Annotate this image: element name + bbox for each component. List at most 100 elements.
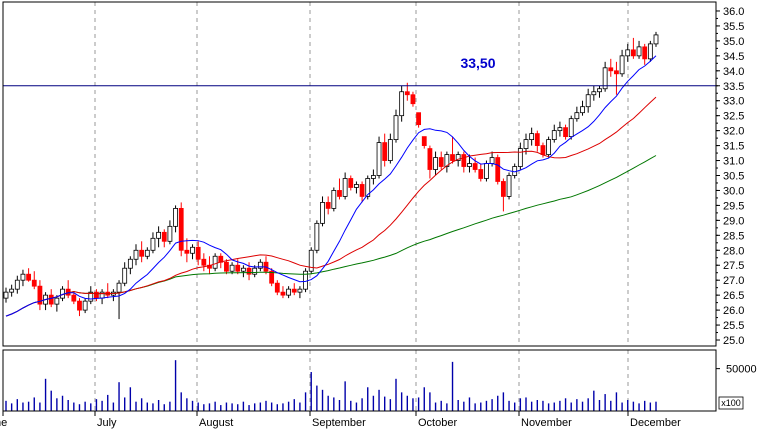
candle-body [82, 300, 88, 311]
candle-body [3, 291, 9, 299]
candle [625, 43, 631, 62]
candle-body [26, 273, 32, 281]
price-tick-label: 27.5 [723, 260, 744, 272]
price-tick-label: 35.5 [723, 21, 744, 33]
price-tick-label: 34.5 [723, 51, 744, 63]
candle-body [625, 49, 631, 57]
candle-body [597, 88, 602, 93]
candle-body [580, 106, 585, 114]
candle-body [563, 127, 568, 138]
candle-body [359, 184, 365, 197]
candle-body [286, 288, 292, 296]
candle [546, 136, 552, 158]
candle [416, 112, 422, 128]
candle [433, 151, 438, 176]
candle [444, 151, 450, 173]
candle-body [506, 175, 512, 197]
candle-body [235, 264, 241, 272]
candle [178, 202, 184, 257]
candle [382, 133, 388, 167]
candle-body [71, 294, 77, 302]
candle [354, 181, 359, 194]
candle [195, 241, 201, 266]
candle [653, 31, 659, 47]
candle [370, 169, 376, 185]
candle [212, 253, 218, 272]
grid-lines [94, 2, 629, 411]
candle-body [337, 190, 342, 197]
price-tick-label: 34.0 [723, 66, 744, 78]
candle-body [246, 267, 252, 275]
candle-body [348, 178, 354, 188]
candle [190, 244, 195, 260]
candle [127, 256, 133, 275]
candle [246, 262, 252, 281]
candle [506, 172, 512, 200]
candle [342, 172, 348, 200]
candle [387, 133, 393, 164]
price-tick-label: 28.0 [723, 245, 744, 257]
candle [602, 61, 608, 92]
candle [331, 187, 337, 212]
price-tick-label: 26.5 [723, 290, 744, 302]
candle-body [523, 139, 529, 149]
candle [116, 280, 122, 320]
candle [71, 292, 77, 305]
candle [161, 229, 167, 248]
candle-body [88, 291, 94, 302]
candle-body [161, 231, 167, 242]
candle-body [636, 46, 642, 57]
candle-body [438, 157, 444, 167]
candle-body [376, 142, 382, 176]
candle [563, 124, 568, 140]
candle-body [229, 264, 235, 272]
candle-body [602, 67, 608, 90]
month-label: July [97, 417, 117, 429]
candle-body [173, 207, 178, 227]
candle [608, 58, 614, 77]
candle-body [77, 300, 82, 311]
candle-body [574, 112, 580, 120]
candle [557, 121, 563, 137]
candle [156, 226, 162, 248]
month-label: ne [0, 417, 7, 429]
candle [308, 247, 314, 275]
candle-body [257, 261, 263, 269]
candle [517, 142, 523, 170]
candle-body [393, 115, 399, 140]
candle-body [540, 145, 546, 155]
candle [167, 220, 173, 245]
candle-body [212, 255, 218, 269]
candle-body [195, 246, 201, 260]
candle-body [619, 55, 625, 75]
candle [568, 115, 574, 140]
candle [291, 283, 297, 296]
candle-body [585, 94, 591, 108]
candle-body [478, 169, 484, 179]
candle [585, 88, 591, 113]
volume-tick-label: 50000 [726, 364, 757, 376]
candle-body [591, 91, 597, 96]
candle [500, 178, 506, 212]
candle [551, 124, 557, 143]
candle [54, 295, 60, 312]
candle [37, 280, 43, 311]
volume-unit-label: x100 [721, 398, 741, 408]
candle [359, 181, 365, 203]
month-axis: ne July August September October November Dece… [0, 411, 681, 429]
ma-short-line [5, 55, 657, 317]
candle [82, 298, 88, 314]
candle-body [184, 249, 190, 254]
candle [427, 145, 433, 179]
candle [376, 136, 382, 179]
candle-body [647, 43, 653, 60]
candle [472, 157, 478, 173]
candle [591, 85, 597, 101]
candle [173, 205, 178, 233]
candle-body [14, 279, 20, 290]
candle [184, 238, 190, 263]
price-tick-label: 25.0 [723, 335, 744, 347]
candle-body [568, 118, 574, 138]
candle [280, 286, 286, 299]
candle [77, 298, 82, 317]
